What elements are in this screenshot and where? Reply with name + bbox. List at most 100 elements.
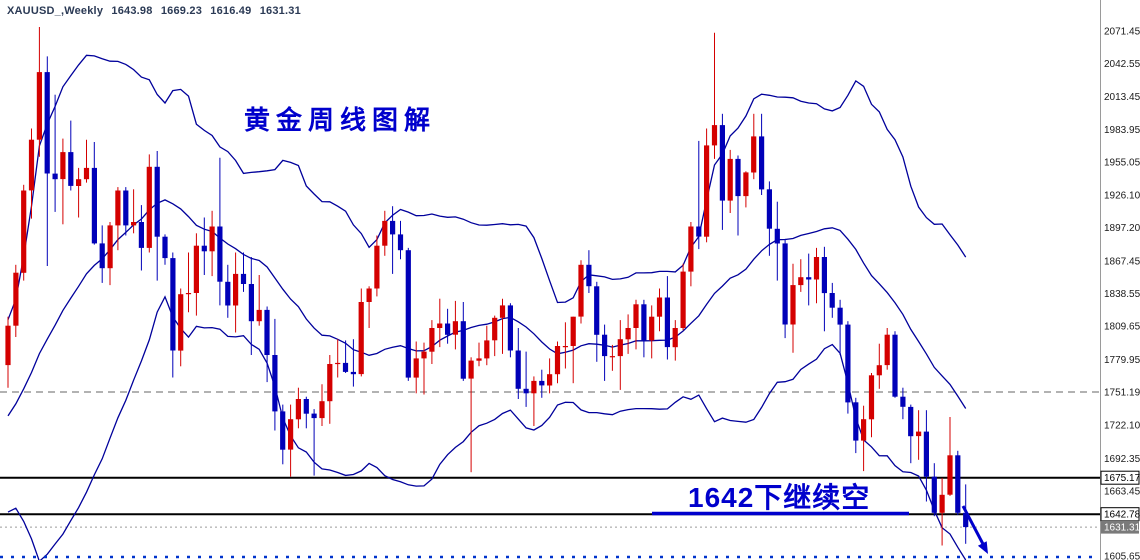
candle-body — [955, 455, 961, 513]
candle-body — [806, 277, 812, 280]
candle-body — [162, 236, 168, 259]
candle-body — [923, 431, 929, 477]
candle-body — [617, 339, 623, 357]
symbol-timeframe: XAUUSD_,Weekly — [7, 5, 104, 17]
candle-body — [335, 362, 341, 365]
candle-body — [397, 234, 404, 251]
candle-body — [688, 226, 694, 272]
candle-body — [735, 158, 741, 197]
ohlc-low: 1616.49 — [210, 5, 252, 17]
annotation-trade-note[interactable]: 1642下继续空 — [688, 482, 871, 513]
candle-body — [609, 356, 615, 358]
candle-body — [264, 309, 270, 355]
down-arrow-shaft[interactable] — [961, 505, 985, 545]
candle-body — [123, 190, 129, 226]
candle-body — [201, 245, 207, 252]
candle-body — [288, 419, 294, 450]
y-axis-tick-label: 1897.20 — [1104, 223, 1140, 234]
candle-body — [28, 139, 35, 191]
candle-body — [578, 264, 584, 317]
candle-body — [704, 145, 710, 237]
candle-body — [421, 351, 427, 359]
candle-body — [774, 228, 780, 244]
candle-body — [131, 222, 137, 226]
symbol-ohlc-header: XAUUSD_,Weekly 1643.98 1669.23 1616.49 1… — [7, 5, 306, 17]
candle-body — [413, 358, 419, 378]
candle-body — [813, 257, 820, 280]
candle-body — [225, 281, 231, 306]
y-axis-tick-label: 1605.65 — [1104, 552, 1140, 560]
candle-body — [554, 346, 561, 375]
bollinger-middle — [7, 199, 967, 417]
candle-body — [680, 271, 686, 328]
candle-body — [798, 277, 804, 286]
candle-body — [217, 226, 223, 282]
candle-body — [908, 406, 914, 437]
y-axis-tick-label: 2013.45 — [1104, 92, 1140, 103]
candle-body — [672, 328, 678, 348]
candle-body — [649, 316, 655, 341]
candle-body — [382, 220, 388, 246]
y-axis-tick-label: 1983.95 — [1104, 125, 1140, 136]
annotation-chart-title[interactable]: 黄金周线图解 — [244, 105, 437, 135]
candle-body — [743, 172, 749, 197]
candle-body — [52, 173, 58, 180]
candle-body — [60, 152, 66, 180]
candle-body — [146, 166, 152, 248]
candle-body — [154, 166, 160, 237]
candle-body — [711, 125, 718, 146]
candle-body — [170, 258, 176, 351]
candle-body — [829, 293, 835, 308]
candle-body — [782, 243, 788, 325]
candle-body — [939, 494, 945, 513]
candle-body — [13, 272, 19, 326]
candle-body — [115, 190, 121, 226]
candle-body — [507, 305, 513, 351]
candle-body — [185, 293, 192, 295]
candle-body — [916, 431, 922, 437]
candle-body — [437, 323, 443, 328]
candle-body — [68, 152, 74, 186]
candle-body — [460, 321, 466, 379]
candle-body — [594, 286, 600, 335]
down-arrow-head[interactable] — [977, 541, 988, 554]
candle-body — [99, 243, 105, 269]
candle-body — [209, 226, 215, 252]
candle-body — [656, 297, 663, 317]
ohlc-close: 1631.31 — [259, 5, 301, 17]
candle-body — [696, 226, 702, 237]
candle-body — [44, 72, 50, 174]
candle-body — [790, 285, 796, 325]
level-label-1642.78: 1642.78 — [1104, 510, 1140, 521]
candle-body — [633, 304, 639, 328]
candle-body — [280, 411, 286, 450]
candle-body — [295, 399, 301, 420]
ohlc-high: 1669.23 — [160, 5, 203, 17]
candle-body — [876, 365, 882, 376]
y-axis-tick-label: 2042.55 — [1104, 59, 1140, 70]
bollinger-lower — [7, 295, 967, 560]
candle-body — [311, 413, 317, 419]
candle-body — [570, 316, 576, 346]
candle-body — [468, 360, 474, 379]
candle-body — [350, 371, 356, 375]
candle-body — [515, 350, 521, 389]
candle-body — [256, 309, 262, 322]
candle-body — [821, 257, 827, 294]
y-axis-tick-label: 1838.55 — [1104, 289, 1140, 300]
candle-body — [178, 294, 184, 351]
candle-body — [931, 476, 937, 513]
y-axis-tick-label: 1779.95 — [1104, 355, 1140, 366]
y-axis-tick-label: 1809.65 — [1104, 322, 1140, 333]
candle-body — [445, 323, 451, 335]
candle-body — [547, 374, 553, 386]
candle-body — [342, 362, 349, 372]
candle-body — [499, 305, 506, 318]
candle-body — [963, 512, 969, 528]
candle-body — [240, 273, 247, 284]
candle-body — [625, 328, 631, 340]
candle-body — [327, 364, 333, 402]
candle-body — [861, 419, 867, 441]
